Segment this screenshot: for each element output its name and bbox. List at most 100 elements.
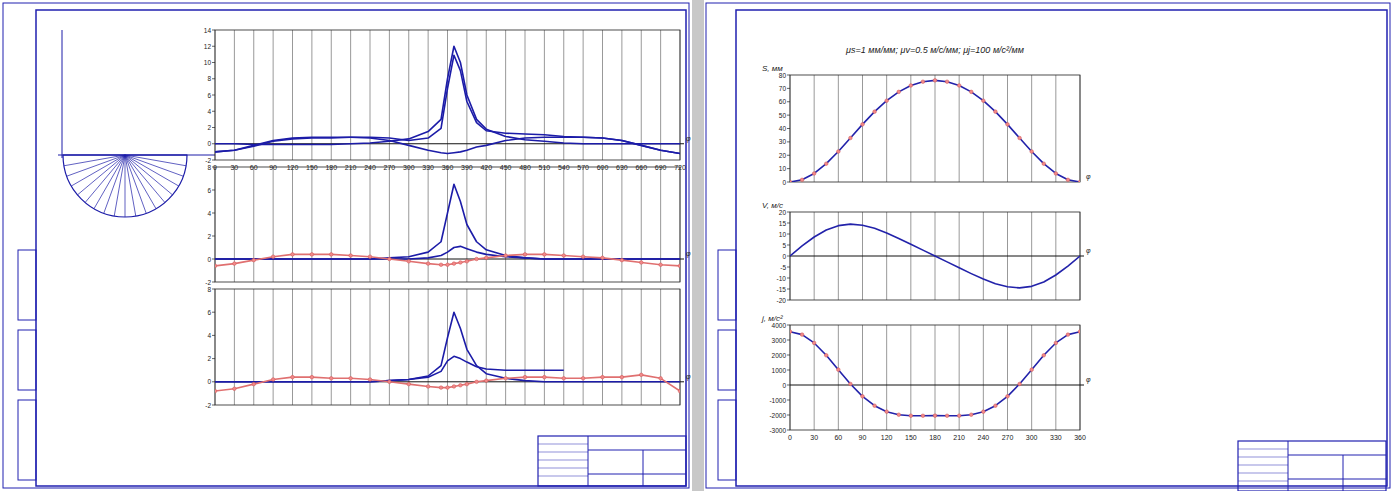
- point: [465, 382, 469, 386]
- grid-line: [983, 75, 984, 182]
- grid-line: [790, 325, 791, 430]
- grid-line: [292, 289, 293, 405]
- series-line: [215, 55, 680, 153]
- x-tick-label: 300: [1026, 434, 1038, 441]
- grid-line: [983, 325, 984, 430]
- chart: 0306090120150180210240270300330360-3000-…: [761, 314, 1091, 441]
- point: [562, 377, 566, 381]
- plot-frame: [215, 30, 680, 160]
- y-tick: [787, 234, 790, 235]
- grid-line: [1007, 325, 1008, 430]
- grid-line: [370, 30, 371, 160]
- y-tick-label: 6: [207, 92, 211, 99]
- grid-line: [641, 289, 642, 405]
- chart: -202468φ: [205, 164, 691, 286]
- grid-line: [370, 289, 371, 405]
- y-tick-label: 8: [207, 75, 211, 82]
- y-axis-label: V, м/с: [762, 201, 783, 210]
- point: [921, 80, 925, 84]
- point: [484, 379, 488, 383]
- grid-line: [350, 167, 351, 282]
- grid-line: [886, 325, 887, 430]
- x-axis-label: φ: [1086, 247, 1091, 255]
- point: [897, 413, 901, 417]
- point: [475, 257, 479, 261]
- point: [459, 261, 463, 265]
- grid-line: [602, 289, 603, 405]
- stamp-line: [588, 474, 686, 475]
- y-tick: [787, 75, 790, 76]
- grid-line: [563, 30, 564, 160]
- grid-line: [486, 30, 487, 160]
- grid-line: [563, 167, 564, 282]
- chart: 0306090120150180210240270300330360390420…: [204, 27, 691, 172]
- grid-line: [350, 289, 351, 405]
- y-tick: [212, 127, 215, 128]
- ray: [67, 155, 125, 176]
- point: [504, 377, 508, 381]
- y-tick: [787, 245, 790, 246]
- grid-line: [486, 167, 487, 282]
- grid-line: [370, 167, 371, 282]
- point: [562, 254, 566, 258]
- point: [1030, 368, 1034, 372]
- point: [368, 255, 372, 259]
- plot-frame: [215, 167, 680, 282]
- grid-line: [1007, 75, 1008, 182]
- point: [659, 377, 663, 381]
- sheet-frame: [36, 10, 686, 486]
- y-tick-label: 2: [207, 355, 211, 362]
- grid-line: [602, 30, 603, 160]
- stamp-line: [538, 468, 588, 469]
- grid-line: [311, 167, 312, 282]
- point: [849, 382, 853, 386]
- y-tick-label: -15: [777, 286, 787, 293]
- ray: [125, 155, 126, 217]
- grid-line: [660, 289, 661, 405]
- point: [439, 386, 443, 390]
- x-tick-label: 150: [905, 434, 917, 441]
- grid-line: [292, 167, 293, 282]
- side-stamp: [18, 400, 36, 480]
- grid-line: [389, 289, 390, 405]
- point: [1042, 354, 1046, 358]
- point: [1018, 136, 1022, 140]
- grid-line: [910, 75, 911, 182]
- x-tick-label: 330: [1050, 434, 1062, 441]
- y-tick-label: 20: [779, 152, 787, 159]
- point: [957, 84, 961, 88]
- x-tick-label: 0: [788, 434, 792, 441]
- grid-line: [505, 167, 506, 282]
- point: [800, 178, 804, 182]
- sheet-border: [3, 3, 689, 488]
- indicator-axis: [62, 30, 63, 158]
- point: [897, 90, 901, 94]
- ray: [125, 155, 165, 202]
- y-tick-label: 6: [207, 187, 211, 194]
- y-tick-label: 0: [782, 179, 786, 186]
- y-tick: [212, 62, 215, 63]
- y-tick: [787, 385, 790, 386]
- grid-line: [660, 30, 661, 160]
- y-tick-label: 4: [207, 108, 211, 115]
- grid-line: [331, 30, 332, 160]
- point: [861, 123, 865, 127]
- grid-line: [1055, 325, 1056, 430]
- y-tick-label: -2: [205, 279, 211, 286]
- point: [446, 386, 450, 390]
- data-group: [790, 79, 1080, 182]
- point: [1066, 178, 1070, 182]
- y-tick: [787, 267, 790, 268]
- point: [933, 414, 937, 418]
- point: [982, 99, 986, 103]
- point: [523, 253, 527, 257]
- grid-line: [563, 289, 564, 405]
- y-tick-label: 4: [207, 332, 211, 339]
- point: [329, 253, 333, 257]
- point: [885, 99, 889, 103]
- stamp-line: [538, 460, 588, 461]
- semicircle: [63, 155, 187, 217]
- grid-line: [1031, 75, 1032, 182]
- background: [0, 0, 1394, 491]
- stamp-line: [1288, 455, 1386, 456]
